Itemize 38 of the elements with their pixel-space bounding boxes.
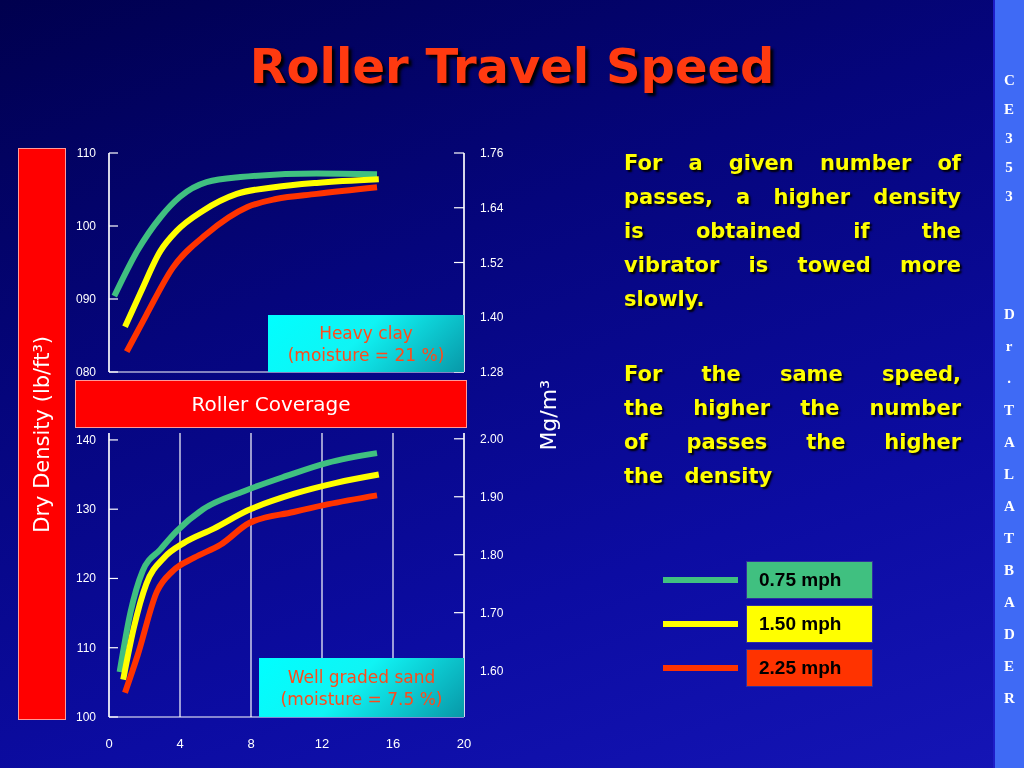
y2-tick-label: 1.80 bbox=[480, 547, 504, 562]
annotation: Well graded sand (moisture = 7.5 %) bbox=[279, 665, 444, 710]
y2-tick-label: 1.52 bbox=[480, 255, 504, 270]
y2-tick-label: 1.40 bbox=[480, 310, 504, 325]
legend-label: 0.75 mph bbox=[759, 569, 842, 591]
y2-tick-label: 1.70 bbox=[480, 605, 504, 620]
y2-tick-label: 1.60 bbox=[480, 663, 504, 678]
x-axis-title: Roller Coverage bbox=[191, 392, 351, 416]
y-tick-label: 100 bbox=[75, 219, 97, 233]
legend-label: 1.50 mph bbox=[759, 613, 842, 635]
text: CE353 bbox=[1004, 72, 1024, 204]
y-tick-label: 110 bbox=[76, 640, 97, 655]
x-tick-label: 0 bbox=[105, 735, 113, 751]
y-tick-label: 110 bbox=[76, 146, 97, 160]
annotation: Heavy clay (moisture = 21 %) bbox=[286, 321, 446, 366]
text: For a given number of passes, a higher density is obtained if the vibrator is towed more slowly. bbox=[624, 151, 961, 311]
chart-title: Roller Travel Speed bbox=[249, 38, 775, 94]
legend-label: 2.25 mph bbox=[759, 657, 842, 679]
y2-tick-label: 2.00 bbox=[480, 431, 504, 446]
y2-tick-label: 1.28 bbox=[480, 365, 504, 379]
x-tick-label: 12 bbox=[314, 735, 330, 751]
x-tick-label: 4 bbox=[176, 735, 184, 751]
y2-axis-title: Mg/m³ bbox=[535, 379, 561, 451]
y2-tick-label: 1.64 bbox=[480, 200, 504, 215]
y2-tick-label: 1.90 bbox=[480, 489, 504, 504]
y2-tick-label: 1.76 bbox=[480, 146, 504, 160]
y-axis-title: Dry Density (lb/ft³) bbox=[30, 335, 54, 533]
text: For the same speed, the higher the number of passes the higher the density bbox=[624, 362, 961, 488]
x-tick-label: 8 bbox=[247, 735, 255, 751]
y-tick-label: 080 bbox=[75, 365, 97, 379]
x-tick-label: 20 bbox=[456, 735, 472, 751]
y-tick-label: 120 bbox=[75, 571, 97, 586]
y-tick-label: 090 bbox=[75, 292, 97, 306]
y-tick-label: 130 bbox=[75, 502, 97, 517]
y-tick-label: 100 bbox=[75, 710, 97, 724]
x-tick-label: 16 bbox=[385, 735, 401, 751]
y-tick-label: 140 bbox=[75, 432, 97, 447]
text: Dr. TALAT BADER bbox=[1004, 306, 1024, 706]
